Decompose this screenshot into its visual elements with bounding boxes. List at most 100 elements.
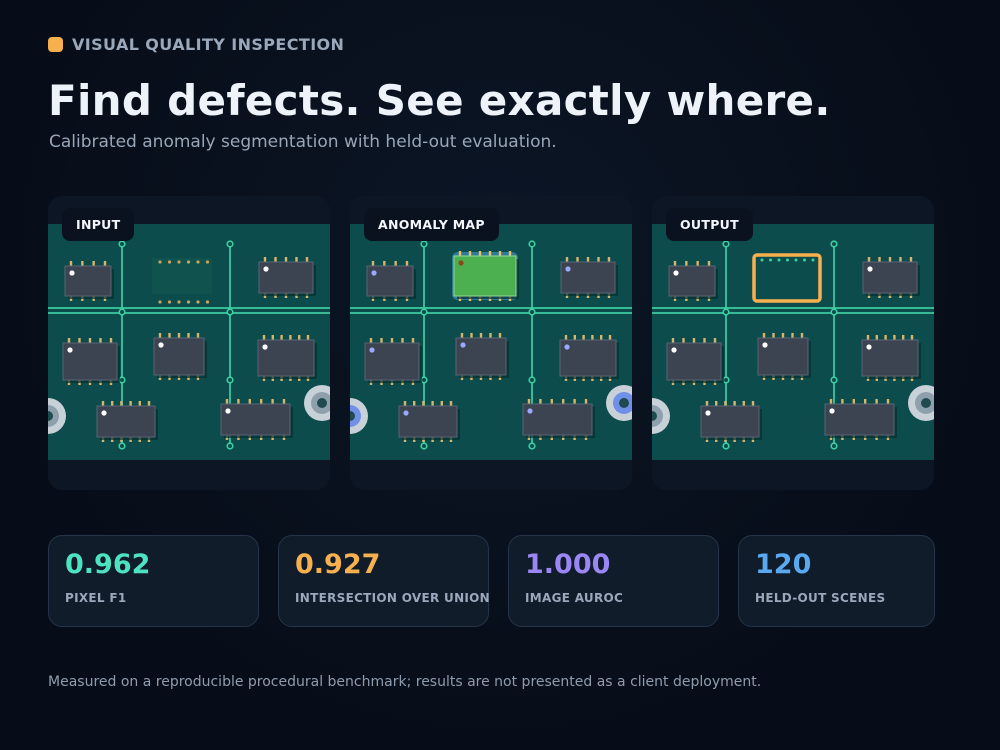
solder-pad [803, 258, 806, 262]
chip-pin [899, 257, 902, 263]
chip-pin [263, 257, 267, 263]
ic-chip [398, 405, 458, 438]
chip-pin [284, 257, 288, 263]
solder-pad [167, 300, 172, 304]
metric-card-pixel-f1: 0.962 PIXEL F1 [48, 535, 259, 627]
chip-pin [449, 401, 453, 407]
ic-chip [62, 342, 118, 381]
chip-pin [573, 335, 576, 341]
chip-pin [271, 335, 274, 341]
chip-pin [713, 338, 717, 344]
solder-pad [794, 258, 798, 262]
chip-pin [177, 333, 181, 339]
pcb-via [722, 442, 730, 450]
chip-pin [910, 335, 914, 341]
chip-pin1-marker [671, 347, 677, 353]
chip-pin [696, 261, 699, 267]
chip-pin [411, 338, 415, 344]
chip-pin [878, 257, 881, 263]
chip-pin [369, 338, 373, 344]
pcb-via [722, 240, 730, 248]
anomaly-map-image [350, 224, 632, 460]
chip-pin1-marker [458, 260, 464, 266]
chip-pin [875, 335, 878, 341]
chip-pin [67, 338, 71, 344]
pcb-via [528, 240, 536, 248]
solder-pad [167, 260, 172, 264]
metric-card-image-auroc: 1.000 IMAGE AUROC [508, 535, 719, 627]
chip-pin1-marker [262, 344, 268, 350]
chip-pin [109, 338, 113, 344]
pcb-via [722, 376, 730, 384]
solder-pad [760, 258, 764, 262]
solder-pad [158, 260, 162, 264]
chip-pin [781, 333, 785, 339]
ic-chip [522, 403, 593, 436]
metric-card-iou: 0.927 INTERSECTION OVER UNION [278, 535, 490, 627]
panel-output: OUTPUT [652, 196, 934, 490]
pcb-via [226, 240, 234, 248]
chip-pin [597, 257, 600, 263]
chip-pin [564, 335, 568, 341]
solder-pad [177, 260, 181, 264]
solder-pad [811, 258, 815, 262]
chip-pin [884, 335, 887, 341]
chip-pin [470, 333, 473, 339]
chip-pin1-marker [69, 270, 75, 276]
chip-pin [565, 257, 569, 263]
chip-pin [111, 401, 114, 407]
pcb-board-image [48, 224, 330, 460]
chip-pin [902, 335, 905, 341]
pcb-via [226, 376, 234, 384]
footnote: Measured on a reproducible procedural be… [48, 674, 762, 690]
chip-pin [909, 257, 913, 263]
panel-anomaly-map: ANOMALY MAP [350, 196, 632, 490]
pcb-via [528, 376, 536, 384]
chip-pin [271, 399, 274, 405]
chip-pin [875, 399, 878, 405]
chip-pin [671, 338, 675, 344]
chip-pin [508, 251, 512, 257]
chip-pin1-marker [564, 344, 570, 350]
chip-pin [168, 333, 171, 339]
solder-pad [196, 300, 200, 304]
ic-chip [220, 403, 291, 436]
metric-card-held-out-scenes: 120 HELD-OUT SCENES [738, 535, 935, 627]
chip-pin [405, 261, 409, 267]
chip-pin [147, 401, 151, 407]
chip-pin [829, 399, 833, 405]
metric-value: 0.927 [295, 549, 381, 580]
chip-pin1-marker [867, 266, 873, 272]
chip-pin [489, 333, 492, 339]
chip-pin [401, 338, 404, 344]
chip-pin [867, 257, 871, 263]
chip-pin [685, 261, 688, 267]
chip-pin [69, 261, 73, 267]
chip-pin [864, 399, 867, 405]
chip-pin [550, 399, 553, 405]
ic-chip [453, 255, 517, 297]
metric-value: 0.962 [65, 549, 151, 580]
chip-pin1-marker [403, 410, 409, 416]
chip-pin1-marker [565, 266, 571, 272]
chip-pin [539, 399, 542, 405]
missing-component-area [152, 258, 212, 294]
chip-pin [403, 401, 407, 407]
connector-left-hole [350, 411, 355, 421]
connector-left-ring [48, 405, 59, 427]
chip-pin [607, 257, 611, 263]
solder-pad [786, 258, 789, 262]
ic-chip [258, 261, 314, 294]
chip-pin [888, 257, 892, 263]
connector-left-ring [652, 405, 663, 427]
defect-bounding-box [752, 253, 822, 303]
pcb-via [830, 376, 838, 384]
metric-label: PIXEL F1 [65, 591, 127, 605]
panel-label-input: INPUT [62, 208, 135, 241]
panel-label-anomaly-map: ANOMALY MAP [364, 208, 499, 241]
pcb-via [420, 376, 428, 384]
solder-pad [769, 258, 772, 262]
chip-pin [274, 257, 277, 263]
chip-pin [866, 335, 870, 341]
chip-pin [371, 261, 375, 267]
